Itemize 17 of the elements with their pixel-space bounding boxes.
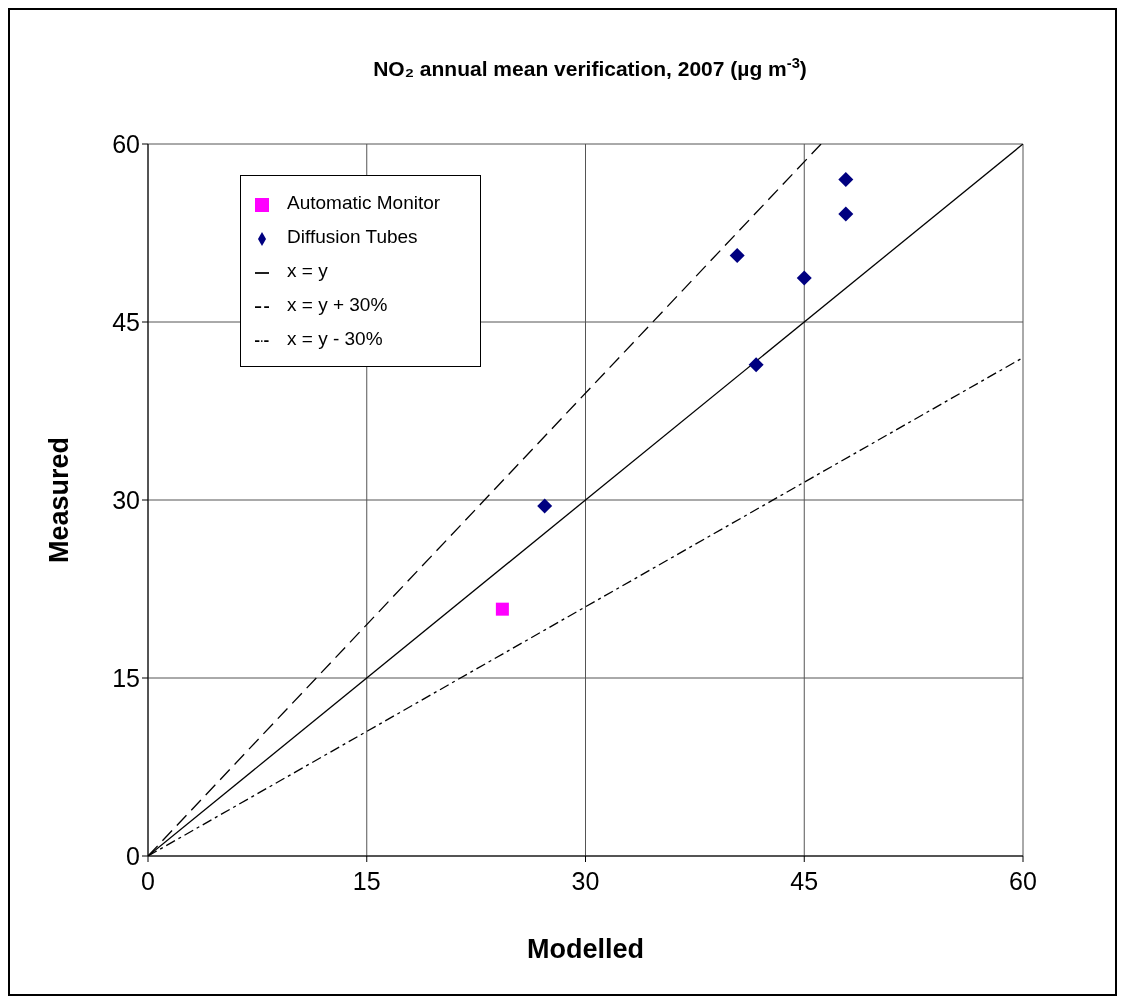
x-tick-label: 60: [1009, 866, 1037, 895]
y-tick-label: 0: [126, 841, 140, 870]
legend-label: Diffusion Tubes: [287, 226, 418, 247]
x-tick-label: 15: [352, 866, 381, 895]
y-tick-label: 30: [112, 485, 140, 514]
y-tick-label: 15: [112, 663, 140, 692]
legend-label: x = y - 30%: [287, 328, 383, 349]
x-axis-title: Modelled: [526, 934, 645, 964]
y-axis-title: Measured: [43, 436, 74, 564]
legend-label: x = y + 30%: [287, 294, 388, 315]
x-tick-label: 45: [790, 866, 819, 895]
y-tick-label: 60: [112, 129, 140, 158]
x-tick-label: 30: [571, 866, 600, 895]
chart-title: NO₂ annual mean verification, 2007 (µg m$^{-3}$): [373, 55, 807, 80]
legend-label: x = y: [287, 260, 328, 281]
legend-label: Automatic Monitor: [287, 192, 441, 213]
y-tick-label: 45: [112, 307, 140, 336]
